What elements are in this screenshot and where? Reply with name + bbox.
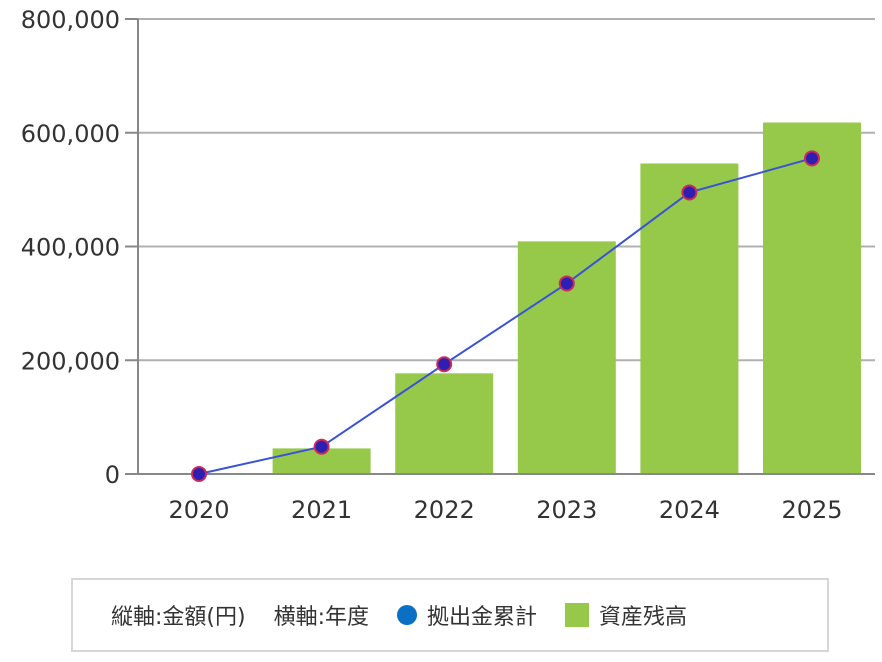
legend-bar-label: 資産残高 [599, 605, 688, 630]
line-point-2024 [681, 184, 698, 201]
line-point-2021 [313, 438, 330, 455]
legend-x-axis-note: 横軸:年度 [274, 599, 369, 631]
y-tick-label: 800,000 [21, 6, 120, 34]
line-point-2025 [804, 150, 820, 167]
line-point-2020 [191, 466, 207, 482]
y-tick-label: 200,000 [21, 347, 120, 375]
legend-line-marker-icon [397, 605, 418, 625]
line-path [198, 157, 813, 475]
legend-item-line[interactable]: 拠出金累計 [397, 599, 537, 631]
legend-bar-swatch-icon [565, 603, 590, 627]
legend-line-label: 拠出金累計 [427, 605, 538, 630]
legend: 縦軸:金額(円) 横軸:年度 拠出金累計 資産残高 [71, 578, 829, 652]
y-tick-label: 400,000 [21, 234, 120, 262]
bar-2024 [640, 163, 739, 474]
line-point-2023 [558, 275, 575, 292]
y-tick-label: 600,000 [21, 120, 120, 148]
grid-lines [138, 18, 875, 362]
bar-2022 [395, 373, 494, 474]
bar-2025 [763, 122, 861, 474]
x-tick-label: 2020 [168, 496, 229, 524]
x-tick-label: 2023 [536, 496, 597, 524]
legend-y-axis-note-label: 縦軸:金額(円) [111, 605, 246, 630]
x-tick-label: 2024 [659, 496, 720, 524]
axes [125, 18, 875, 475]
legend-y-axis-note: 縦軸:金額(円) [111, 599, 246, 631]
y-tick-label: 0 [105, 461, 120, 489]
x-tick-label: 2021 [291, 496, 352, 524]
x-tick-label: 2025 [781, 496, 842, 524]
x-tick-label: 2022 [414, 496, 475, 524]
line-series [191, 150, 820, 482]
legend-item-bar[interactable]: 資産残高 [565, 599, 687, 631]
legend-x-axis-note-label: 横軸:年度 [273, 605, 370, 630]
tick-labels: 0 200,000 400,000 600,000 800,000 2020 2021 202… [21, 6, 843, 524]
line-point-2022 [436, 356, 453, 373]
